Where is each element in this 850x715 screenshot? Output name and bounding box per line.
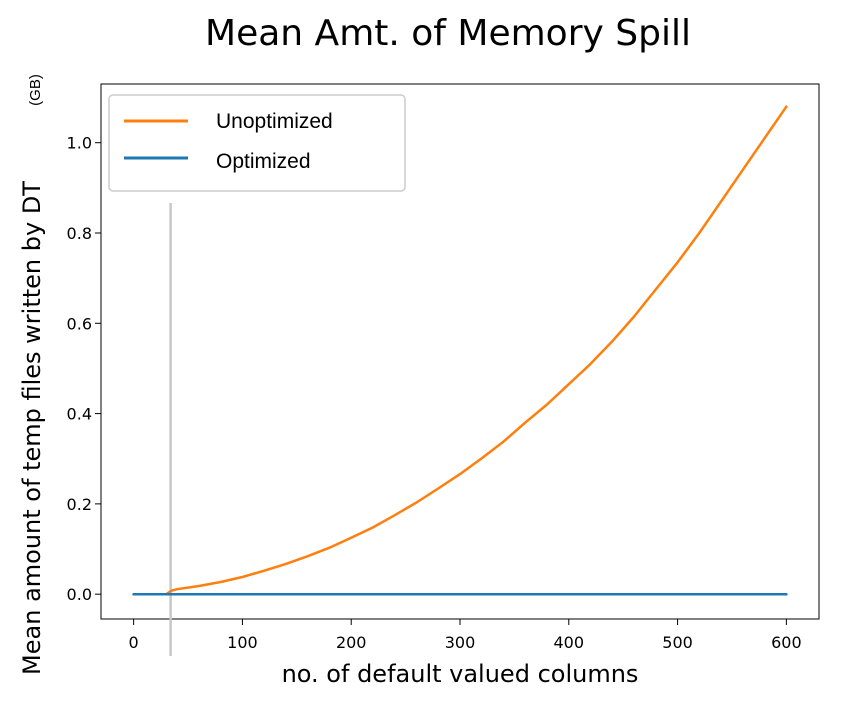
legend: Unoptimized Optimized xyxy=(108,94,406,192)
x-axis-label: no. of default valued columns xyxy=(282,660,639,688)
x-tick-label: 200 xyxy=(336,633,367,652)
y-axis-label: Mean amount of temp files written by DT xyxy=(18,181,46,675)
legend-label-unoptimized: Unoptimized xyxy=(216,110,333,133)
series-layer xyxy=(132,105,788,596)
y-axis-unit: (GB) xyxy=(27,74,44,106)
x-axis-ticks: 0 100 200 300 400 500 600 xyxy=(129,619,802,652)
y-tick-label: 0.2 xyxy=(67,495,92,514)
y-tick-label: 1.0 xyxy=(67,134,92,153)
y-axis-ticks: 0.0 0.2 0.4 0.6 0.8 1.0 xyxy=(67,134,101,604)
x-tick-label: 600 xyxy=(771,633,802,652)
y-tick-label: 0.0 xyxy=(67,585,92,604)
y-tick-label: 0.6 xyxy=(67,314,92,333)
legend-box xyxy=(108,94,406,192)
chart-title: Mean Amt. of Memory Spill xyxy=(205,13,691,54)
y-axis-label-group: Mean amount of temp files written by DT … xyxy=(18,74,46,675)
x-tick-label: 300 xyxy=(445,633,476,652)
legend-label-optimized: Optimized xyxy=(216,150,311,173)
x-tick-label: 0 xyxy=(129,633,139,652)
y-tick-label: 0.8 xyxy=(67,224,92,243)
series-line-unoptimized xyxy=(132,105,788,596)
x-tick-label: 400 xyxy=(554,633,585,652)
x-tick-label: 100 xyxy=(227,633,258,652)
x-tick-label: 500 xyxy=(662,633,693,652)
y-tick-label: 0.4 xyxy=(67,405,92,424)
